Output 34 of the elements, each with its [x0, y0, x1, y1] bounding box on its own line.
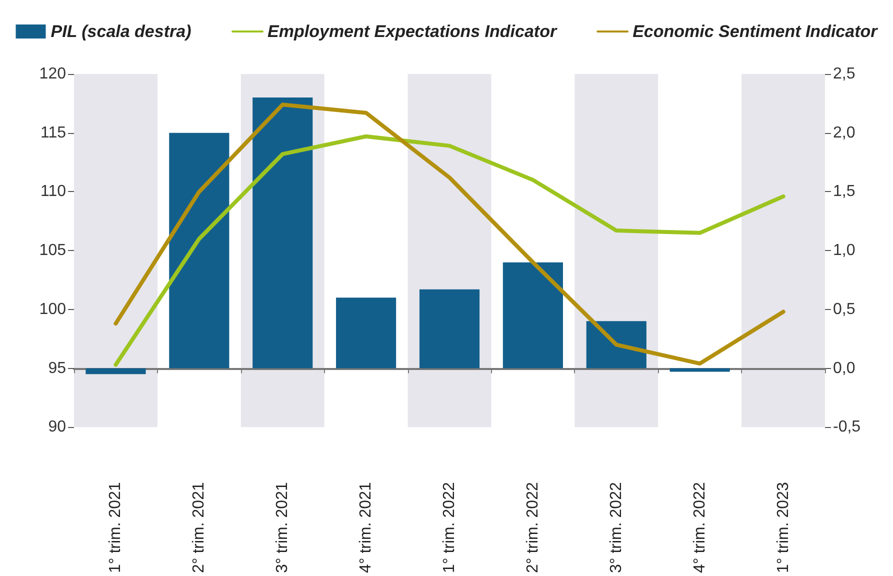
legend-label: Employment Expectations Indicator [268, 22, 558, 41]
legend-label: PIL (scala destra) [50, 22, 192, 41]
x-tick-label: 2° trim. 2022 [524, 482, 542, 574]
x-tick-label: 4° trim. 2021 [358, 482, 375, 574]
x-tick-label: 3° trim. 2022 [608, 482, 625, 574]
bar [586, 321, 646, 368]
bar [169, 132, 230, 368]
bar [419, 289, 480, 368]
x-tick-label: 3° trim. 2021 [274, 482, 292, 574]
bar [252, 98, 313, 368]
bar [86, 368, 146, 374]
bar [502, 262, 563, 368]
legend-label: Economic Sentiment Indicator [632, 22, 879, 41]
y2-tick-label: 1,0 [833, 242, 856, 260]
y-tick-label: 90 [48, 418, 66, 436]
y-tick-label: 120 [39, 66, 66, 82]
x-tick-label: 1° trim. 2021 [107, 482, 124, 574]
y2-tick-label: -0,5 [833, 418, 861, 436]
y-tick-label: 100 [39, 300, 66, 318]
y-tick-label: 105 [39, 242, 66, 260]
x-tick-label: 1° trim. 2022 [441, 482, 458, 574]
y2-tick-label: 2,5 [833, 66, 856, 82]
bar [670, 368, 730, 372]
bar [336, 298, 396, 368]
x-tick-label: 4° trim. 2022 [691, 482, 708, 574]
y2-tick-label: 2,0 [833, 124, 856, 142]
y-tick-label: 115 [40, 124, 66, 142]
y2-tick-label: 1,5 [833, 183, 856, 200]
x-tick-label: 2° trim. 2021 [190, 482, 208, 574]
y2-tick-label: 0,5 [833, 300, 856, 318]
y-tick-label: 95 [48, 360, 66, 377]
x-tick-label: 1° trim. 2023 [774, 482, 792, 574]
y2-tick-label: 0,0 [833, 360, 856, 377]
y-tick-label: 110 [40, 183, 66, 200]
